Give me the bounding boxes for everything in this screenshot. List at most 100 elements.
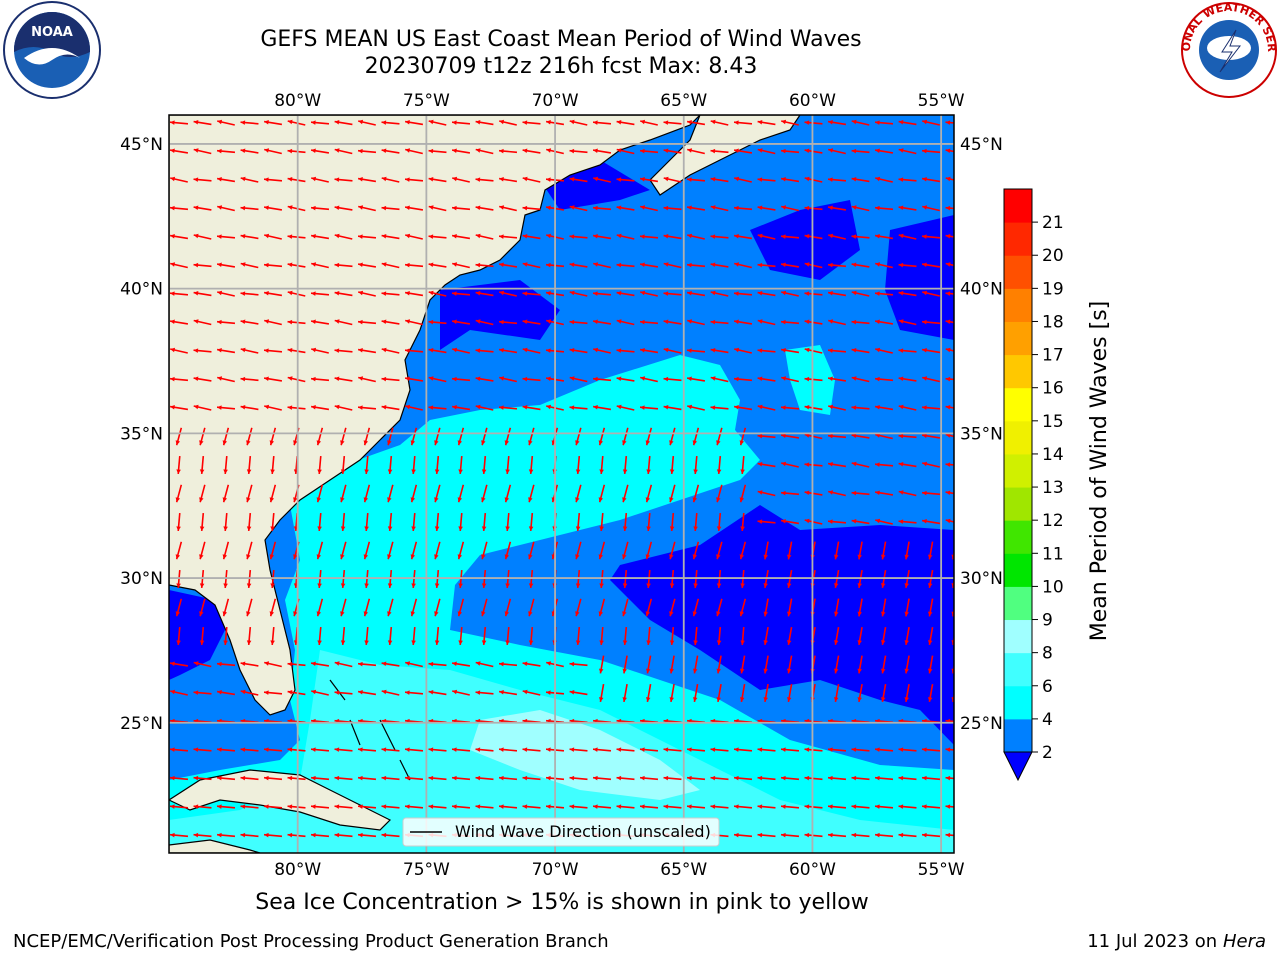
wind-arrow-head [334,690,340,695]
wind-arrow-head [786,640,792,645]
wind-arrow-head [833,640,839,645]
wind-arrow-head [381,804,387,809]
wind-arrow-head [358,234,363,239]
wind-arrow-head [193,148,199,153]
wind-arrow-head [546,120,551,125]
wind-arrow-head [528,526,534,531]
wind-arrow-head [240,661,246,667]
colorbar-segment [1004,652,1032,687]
wind-arrow-head [851,804,857,809]
colorbar-tick-label: 16 [1042,379,1064,399]
colorbar-segment [1004,586,1032,621]
wind-arrow-head [598,697,604,702]
wind-arrow-head [287,205,293,210]
wind-arrow-head [387,583,393,588]
dark-blue-region-south [610,505,954,745]
wind-arrow-head [481,526,487,531]
wind-arrow-head [340,583,346,588]
wind-arrow-head [452,347,458,353]
wind-arrow-head [804,490,810,496]
wind-arrow-head [287,405,293,410]
wind-arrow-head [522,661,528,667]
wind-arrow-head [193,262,199,268]
wind-arrow-head [569,177,575,182]
wind-arrow-head [381,775,387,781]
wind-arrow-head [475,120,481,125]
wind-arrow-head [240,148,246,154]
wind-arrow-head [828,291,833,296]
colorbar-segment [1004,487,1032,521]
wind-arrow-head [669,583,675,588]
wind-arrow-head [170,148,175,154]
wind-arrow-head [475,404,481,410]
wind-arrow-head [645,497,651,503]
wind-arrow-head [546,233,552,239]
wind-arrow-head [175,497,181,503]
wind-arrow-head [945,518,951,524]
wind-arrow-head [640,747,645,752]
wind-arrow-head [457,554,463,560]
wind-arrow-head [622,497,627,503]
wind-arrow-head [240,405,246,410]
wind-arrow-head [316,554,322,560]
wind-arrow-head [452,176,458,182]
wind-arrow-head [593,376,598,382]
wind-arrow-head [646,583,651,588]
wind-arrow-head [475,148,481,153]
wind-arrow-head [222,611,228,617]
wind-arrow-head [857,697,862,702]
wind-arrow-head [945,804,951,809]
wind-arrow-head [945,433,951,438]
wind-arrow-head [904,640,909,645]
wind-arrow-head [311,405,316,410]
wind-arrow-head [645,668,651,674]
wind-arrow-head [663,234,669,239]
wind-arrow-head [340,469,346,474]
wind-arrow-head [223,526,228,531]
wind-arrow-head [851,234,857,239]
wind-arrow-head [804,433,810,438]
lon-tick-label-top: 60°W [789,91,836,111]
wind-arrow-head [569,376,575,381]
wind-arrow-head [640,319,645,325]
wind-arrow-head [170,205,175,211]
colorbar-tick-label: 4 [1042,710,1053,730]
wind-arrow-head [640,405,645,410]
wind-arrow-head [569,262,575,268]
wind-arrow-head [663,376,669,382]
wind-arrow-head [898,376,904,382]
wind-arrow-head [499,690,504,695]
wind-arrow-head [851,405,857,410]
wind-arrow-head [410,440,416,446]
lat-tick-label-right: 30°N [960,569,1003,589]
wind-arrow-head [217,661,222,667]
wind-arrow-head [363,440,369,446]
wind-arrow-head [264,177,269,182]
wind-arrow-head [898,120,904,125]
wind-arrow-head [616,262,622,268]
land-bahamas [329,679,411,781]
wind-arrow-head [828,490,834,495]
colorbar-tick-label: 10 [1042,577,1064,597]
wind-arrow-head [804,291,810,296]
wind-arrow-head [692,611,698,617]
wind-arrow-head [193,205,199,211]
wind-arrow-head [270,640,275,645]
wind-arrow-head [170,832,175,838]
wind-arrow-head [851,148,857,154]
wind-arrow-head [663,747,669,752]
colorbar-tick-label: 21 [1042,213,1064,233]
wind-arrow-head [175,611,181,617]
wind-arrow-head [499,319,504,325]
wind-arrow-head [898,462,904,467]
wind-arrow-head [575,640,581,645]
wind-arrow-head [828,205,833,211]
colorbar-segment [1004,354,1032,389]
wind-arrow-head [857,611,862,617]
wind-arrow-head [828,348,833,353]
wind-arrow-head [645,554,651,560]
wind-arrow-head [781,177,786,182]
wind-arrow-head [522,319,528,325]
colorbar-segment [1004,520,1032,554]
wind-arrow-head [898,233,904,239]
